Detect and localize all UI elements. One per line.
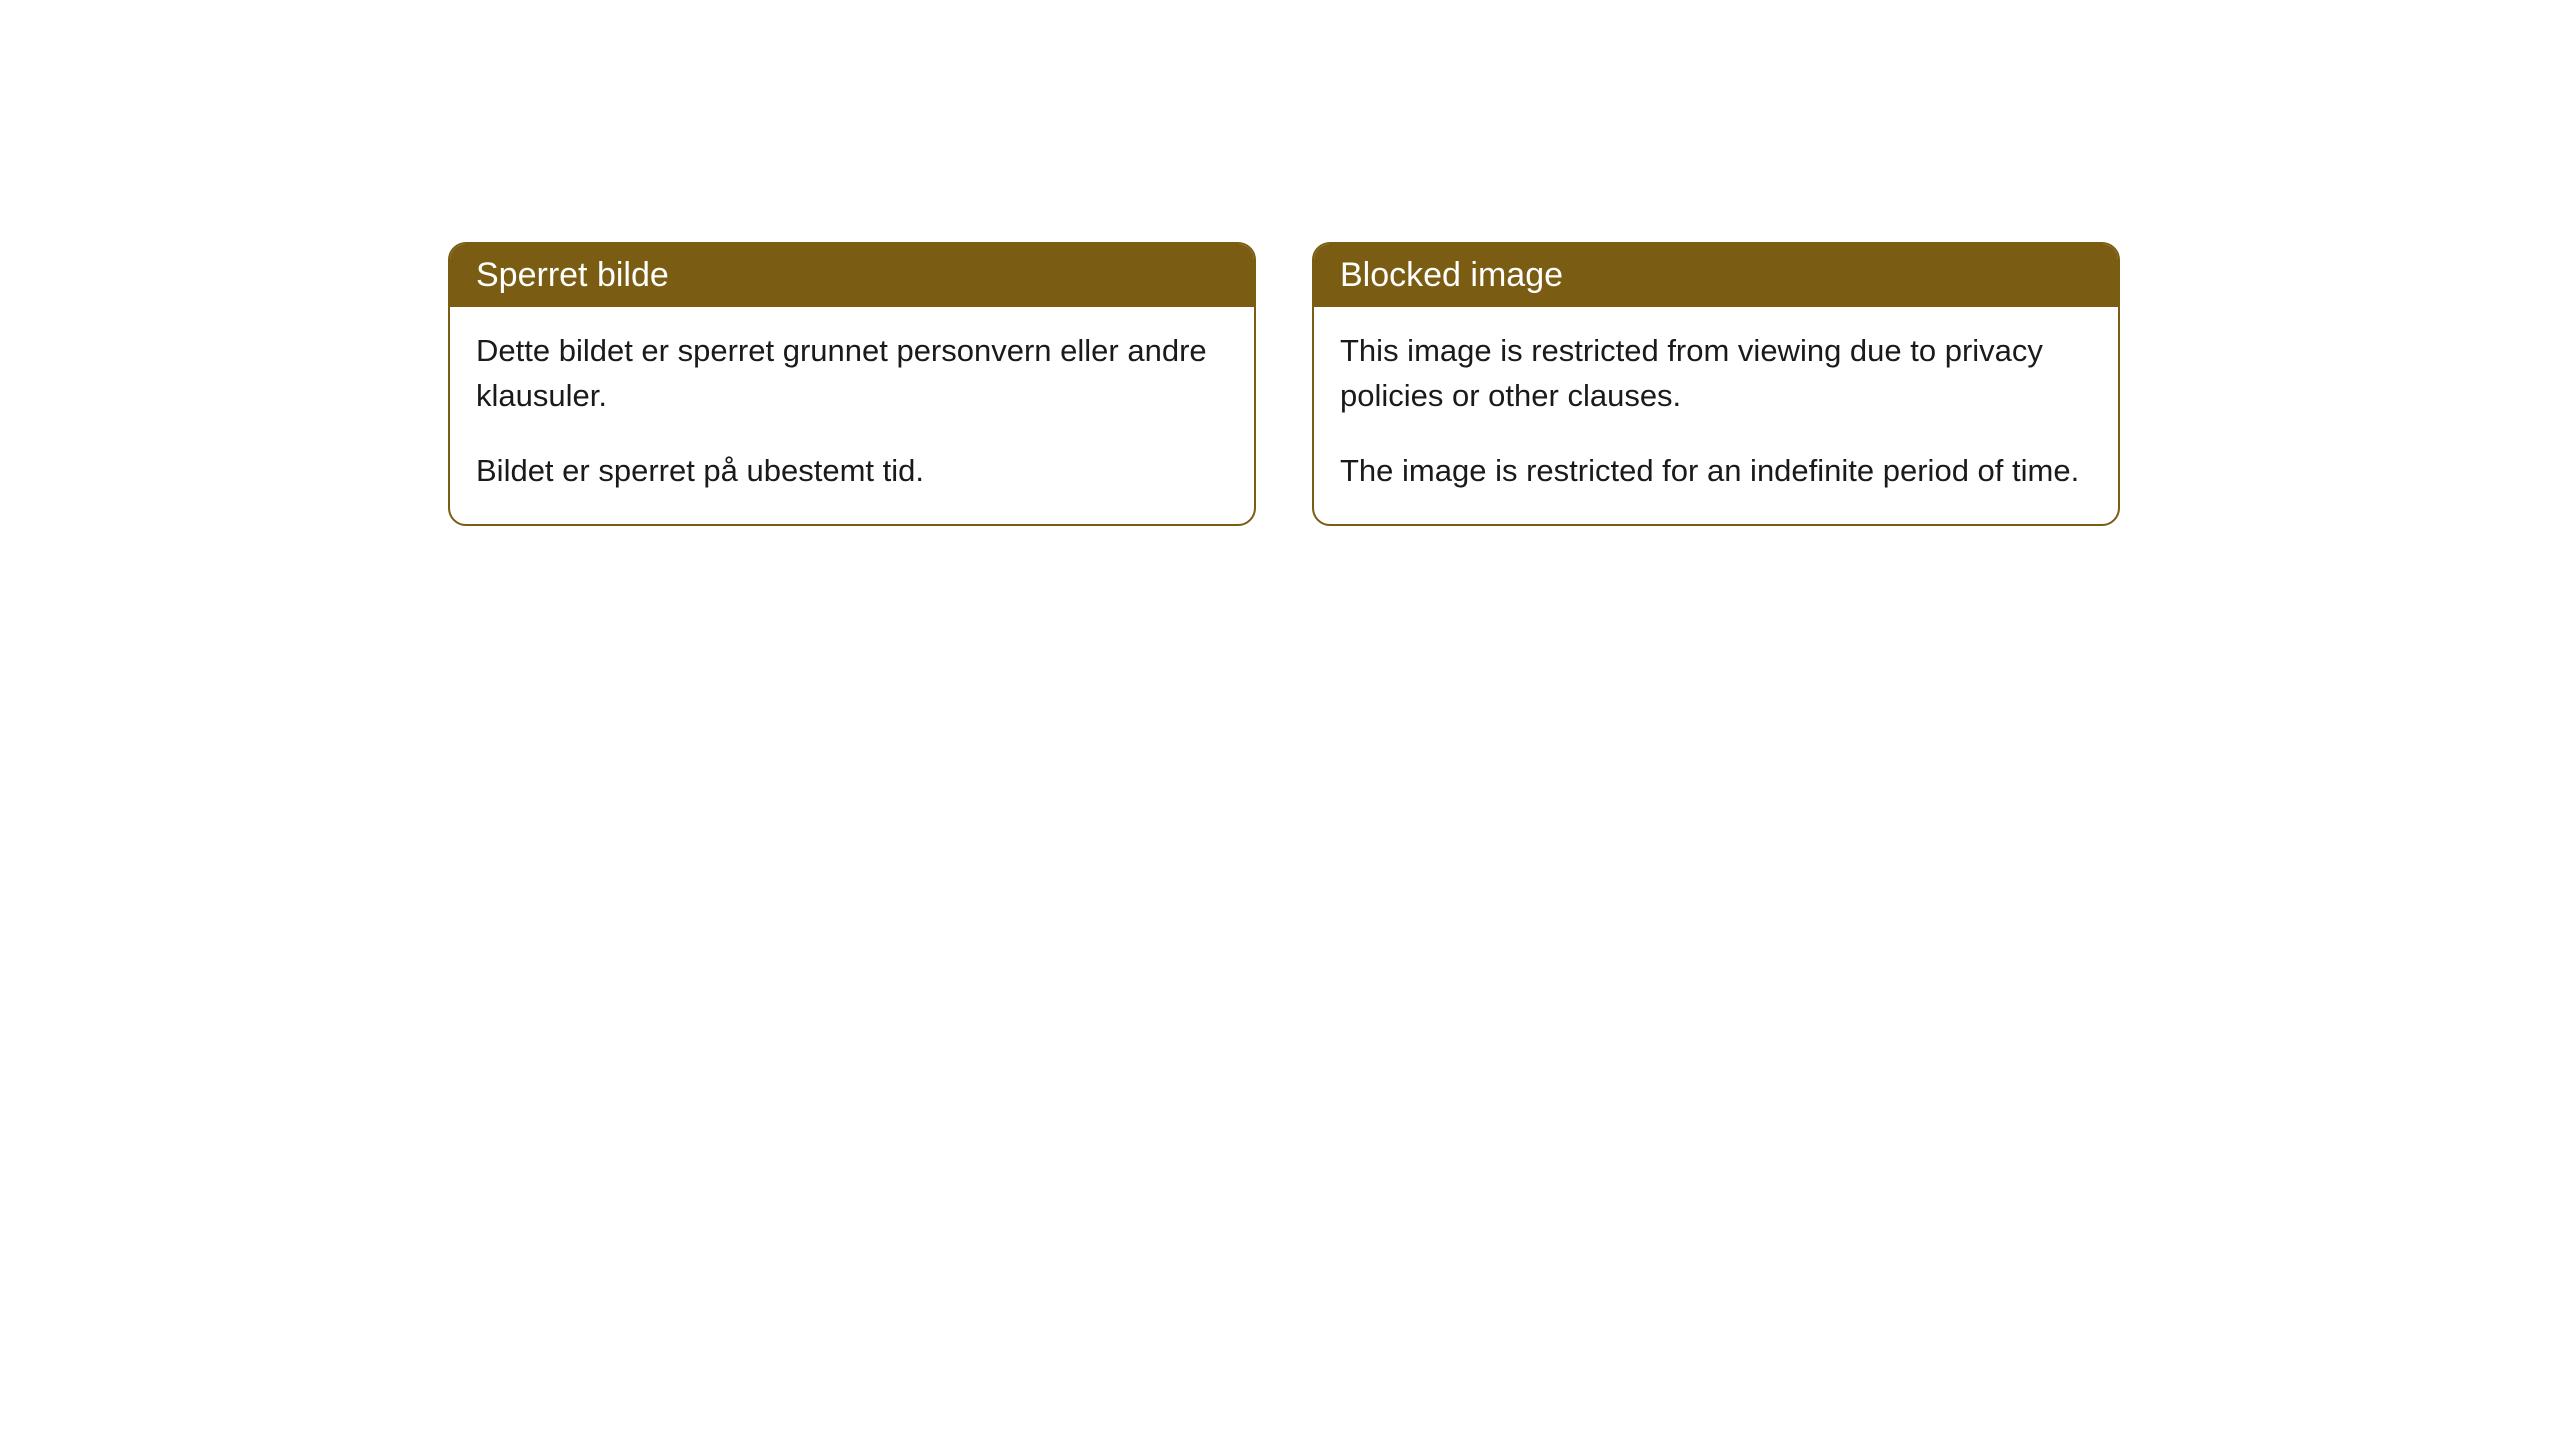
notice-body: This image is restricted from viewing du…: [1314, 307, 2118, 524]
notice-title: Sperret bilde: [476, 256, 669, 294]
notice-paragraph: The image is restricted for an indefinit…: [1340, 449, 2092, 494]
notice-title: Blocked image: [1340, 256, 1563, 294]
notice-paragraph: Bildet er sperret på ubestemt tid.: [476, 449, 1228, 494]
notice-card-english: Blocked image This image is restricted f…: [1312, 242, 2120, 526]
notice-card-norwegian: Sperret bilde Dette bildet er sperret gr…: [448, 242, 1256, 526]
notice-container: Sperret bilde Dette bildet er sperret gr…: [448, 242, 2120, 526]
notice-header: Sperret bilde: [450, 244, 1254, 307]
notice-header: Blocked image: [1314, 244, 2118, 307]
notice-paragraph: Dette bildet er sperret grunnet personve…: [476, 329, 1228, 419]
notice-paragraph: This image is restricted from viewing du…: [1340, 329, 2092, 419]
notice-body: Dette bildet er sperret grunnet personve…: [450, 307, 1254, 524]
